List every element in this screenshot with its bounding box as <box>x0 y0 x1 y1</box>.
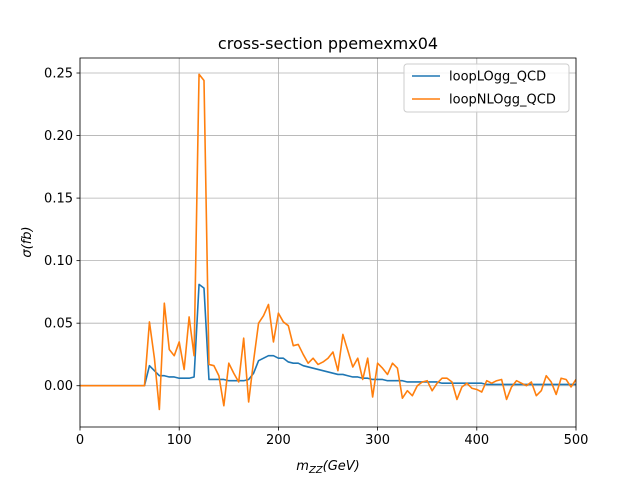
series-lines <box>80 73 576 411</box>
legend: loopLOgg_QCD loopNLOgg_QCD <box>403 63 570 113</box>
x-axis-title-base: m <box>296 459 309 474</box>
chart-title: cross-section ppemexmx04 <box>218 34 438 53</box>
x-tick-label: 500 <box>564 433 589 448</box>
legend-box <box>403 63 570 113</box>
axis-ticks: 0 100 200 300 400 500 0.00 0.05 0.10 0.15 0.20 0.25 <box>44 67 588 448</box>
plot-frame <box>79 57 577 428</box>
x-tick-label: 200 <box>266 433 291 448</box>
y-tick-label: 0.15 <box>44 192 73 207</box>
y-tick-label: 0.25 <box>44 67 73 82</box>
y-tick-label: 0.20 <box>44 129 73 144</box>
y-tick-label: 0.00 <box>44 379 73 394</box>
plot-area: 0 100 200 300 400 500 0.00 0.05 0.10 0.15 0.20 0.25 <box>44 57 588 448</box>
svg-text:mZZ(GeV): mZZ(GeV) <box>296 459 359 476</box>
y-tick-label: 0.10 <box>44 254 73 269</box>
legend-label: loopNLOgg_QCD <box>449 93 556 108</box>
x-tick-label: 100 <box>167 433 192 448</box>
series-line-loopLOgg_QCD <box>80 283 576 387</box>
y-tick-label: 0.05 <box>44 317 73 332</box>
x-tick-label: 300 <box>365 433 390 448</box>
x-tick-label: 0 <box>76 433 84 448</box>
x-tick-label: 400 <box>464 433 489 448</box>
y-axis-title: σ(fb) <box>20 226 35 257</box>
legend-label: loopLOgg_QCD <box>449 70 546 85</box>
x-axis-title: mZZ(GeV) <box>296 459 359 476</box>
x-axis-title-unit: (GeV) <box>323 459 360 474</box>
x-axis-title-subscript: ZZ <box>308 465 324 476</box>
series-line-loopNLOgg_QCD <box>80 73 576 411</box>
